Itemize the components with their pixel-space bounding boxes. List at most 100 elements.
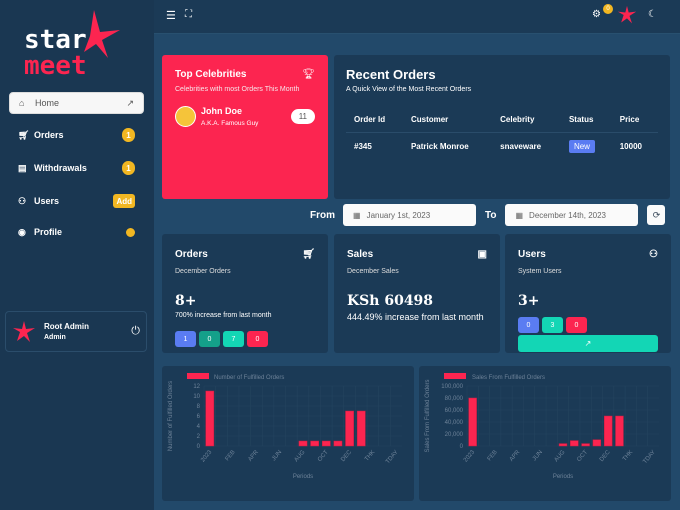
x-axis-label: Periods (293, 474, 313, 480)
orders-table: Order Id Customer Celebrity Status Price #34… (346, 107, 658, 160)
menu-icon[interactable]: ☰ (166, 10, 176, 22)
users-icon: ⚇ (649, 249, 658, 260)
user-role: Admin (44, 334, 66, 341)
money-icon: ▣ (477, 249, 487, 260)
bar (333, 440, 343, 447)
sidebar: star meet ⌂ Home ↗ 🛒︎ Orders 1 ▤ Withdrawals 1… (0, 0, 154, 510)
column-header: Status (560, 107, 612, 133)
stat-value: KSh 60498 (347, 293, 434, 309)
from-date-input[interactable]: ▦ January 1st, 2023 (343, 204, 476, 226)
user-name: Root Admin (44, 322, 90, 331)
receipt-icon: ▤ (18, 162, 27, 173)
sidebar-item-profile[interactable]: ◉ Profile (9, 221, 144, 243)
starmeet-logo: star meet (24, 10, 120, 78)
x-tick-label: OCT (576, 449, 589, 463)
bar (356, 410, 366, 447)
x-tick-label: 2023 (463, 449, 477, 464)
x-tick-label: OCT (317, 449, 330, 463)
notification-badge: 0 (603, 4, 613, 14)
bar (615, 415, 624, 447)
stat-value: 8+ (175, 293, 197, 309)
x-tick-label: FEB (487, 449, 499, 462)
settings-icon[interactable]: ⚙ (592, 9, 601, 20)
user-circle-icon: ◉ (18, 226, 26, 237)
sidebar-item-orders[interactable]: 🛒︎ Orders 1 (9, 124, 144, 146)
to-date-input[interactable]: ▦ December 14th, 2023 (505, 204, 639, 226)
theme-toggle-icon[interactable]: ☾ (648, 9, 657, 20)
sales-chart-card: Sales From Fulfilled Orders 0 20,000 40,000… (419, 366, 671, 501)
pill[interactable]: 0 (247, 331, 268, 347)
x-tick-label: DEC (599, 449, 612, 463)
pill[interactable]: 0 (199, 331, 220, 347)
bar (310, 440, 319, 447)
sidebar-item-withdrawals[interactable]: ▤ Withdrawals 1 (9, 157, 144, 179)
legend-swatch (444, 373, 466, 379)
stat-value: 3+ (518, 293, 540, 309)
bar (592, 439, 602, 447)
bar (468, 397, 477, 447)
card-subtitle: System Users (518, 268, 562, 275)
home-icon: ⌂ (19, 98, 25, 108)
bar (570, 440, 579, 447)
power-icon[interactable]: ⏻ (131, 325, 140, 337)
add-user-button[interactable]: Add (113, 194, 135, 208)
bar (298, 440, 308, 447)
y-tick-label: 100,000 (441, 384, 463, 390)
sales-stat-card: Sales ▣ December Sales KSh 60498 444.49% … (334, 234, 500, 353)
card-subtitle: December Sales (347, 268, 399, 275)
pill[interactable]: 7 (223, 331, 244, 347)
celebrity-item[interactable]: John Doe A.K.A. Famous Guy 11 (175, 106, 315, 127)
pill[interactable]: 1 (175, 331, 196, 347)
pill[interactable]: 0 (518, 317, 539, 333)
legend-label: Number of Fulfilled Orders (214, 375, 284, 381)
table-row[interactable]: #345 Patrick Monroe snaveware New 10000 (346, 133, 658, 161)
y-tick-label: 12 (193, 384, 200, 390)
recent-orders-card: Recent Orders A Quick View of the Most R… (334, 55, 670, 199)
celebrity: snaveware (500, 142, 542, 151)
customer: Patrick Monroe (410, 142, 469, 151)
bar (321, 440, 331, 447)
y-axis-label: Number of Fulfilled Orders (168, 381, 174, 451)
bar (581, 443, 590, 447)
y-axis-label: Sales From Fulfilled Orders (425, 379, 431, 452)
stat-change: 444.49% increase from last month (347, 312, 484, 322)
fullscreen-icon[interactable]: ⛶ (185, 9, 192, 20)
stat-change: 700% increase from last month (175, 312, 272, 319)
column-header: Order Id (346, 107, 403, 133)
cart-icon: 🛒︎ (18, 129, 30, 140)
top-celebrities-card: Top Celebrities 🏆︎ Celebrities with most … (162, 55, 328, 199)
x-tick-label: THK (622, 449, 634, 462)
x-tick-label: AUG (294, 449, 307, 463)
bar (603, 415, 613, 447)
y-tick-label: 6 (197, 414, 201, 420)
orders-badge: 1 (122, 128, 135, 142)
column-header: Price (611, 107, 658, 133)
refresh-button[interactable]: ⟳ (647, 205, 666, 225)
sidebar-item-home[interactable]: ⌂ Home ↗ (9, 92, 144, 114)
x-tick-label: JUN (271, 449, 283, 462)
from-label: From (310, 209, 335, 221)
trend-icon: ↗ (126, 97, 134, 108)
x-tick-label: 2023 (200, 449, 214, 464)
sales-chart: Sales From Fulfilled Orders 0 20,000 40,000… (425, 373, 659, 480)
topbar: ☰ ⛶ ⚙ 0 ☾ (154, 0, 680, 34)
x-tick-label: AUG (554, 449, 567, 463)
x-tick-label: THK (364, 449, 376, 462)
user-box: Root Admin Admin ⏻ (5, 311, 147, 352)
sidebar-item-users[interactable]: ⚇ Users Add (9, 190, 144, 212)
y-tick-label: 10 (193, 394, 200, 400)
pill[interactable]: 0 (566, 317, 587, 333)
pill[interactable]: 3 (542, 317, 563, 333)
calendar-icon: ▦ (353, 210, 361, 220)
card-subtitle: Celebrities with most Orders This Month (175, 86, 300, 93)
to-date-value: December 14th, 2023 (529, 210, 606, 220)
users-trend-button[interactable]: ↗ (518, 335, 658, 352)
profile-dot (126, 227, 135, 237)
order-id: #345 (354, 142, 372, 151)
to-label: To (485, 209, 497, 221)
cart-icon: 🛒︎ (302, 249, 315, 260)
x-tick-label: TDAY (642, 449, 657, 465)
x-tick-label: TDAY (385, 449, 400, 465)
card-subtitle: A Quick View of the Most Recent Orders (346, 86, 472, 93)
